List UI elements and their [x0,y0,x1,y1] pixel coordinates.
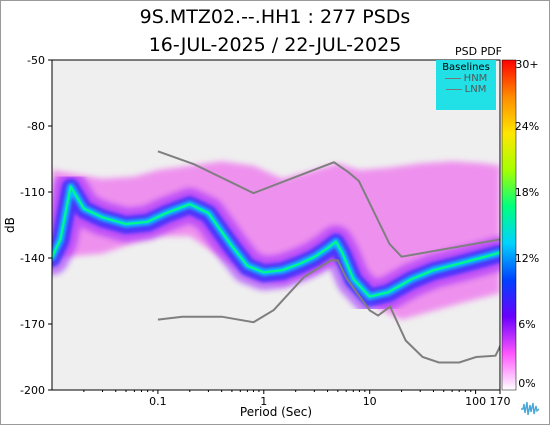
baseline-curves [157,150,500,364]
colorbar-tick-label: 30+ [515,58,538,71]
colorbar-ticks: 0% 6% 12% 18% 24% 30+ [515,58,539,390]
density-peak-line [52,185,500,298]
y-axis-label: dB [3,217,17,233]
colorbar [501,59,517,391]
y-tick-label: -170 [20,318,45,331]
baselines-legend: Baselines HNM LNM [436,60,496,110]
waveform-logo-icon [519,397,541,419]
x-axis-ticks: 0.1 1 10 100 170 [83,390,511,408]
x-tick-label: 0.1 [149,395,167,408]
legend-label-hnm: HNM [463,73,488,84]
y-tick-label: -50 [27,54,45,67]
chart-title: 9S.MTZ02.--.HH1 : 277 PSDs [139,6,411,28]
x-axis-label: Period (Sec) [240,405,312,419]
baseline-lnm [157,259,500,364]
y-tick-label: -140 [20,252,45,265]
y-tick-label: -80 [27,120,45,133]
x-tick-label: 1 [260,395,267,408]
y-axis-ticks: -50 -80 -110 -140 -170 -200 [20,54,52,397]
chart-subtitle: 16-JUL-2025 / 22-JUL-2025 [148,34,402,56]
colorbar-title: PSD PDF [455,45,503,58]
colorbar-tick-label: 12% [515,252,539,265]
legend-line-icon [444,78,461,79]
legend-item-hnm: HNM [436,73,496,84]
x-tick-label: 170 [490,395,511,408]
legend-line-icon [445,89,462,90]
colorbar-tick-label: 18% [515,186,539,199]
baseline-hnm [157,150,500,258]
x-tick-label: 10 [363,395,377,408]
legend-item-lnm: LNM [436,84,496,95]
y-tick-label: -110 [20,186,45,199]
legend-label-lnm: LNM [464,84,487,95]
plot-border [51,59,501,391]
legend-title: Baselines [442,62,490,73]
colorbar-tick-label: 0% [518,377,535,390]
colorbar-tick-label: 6% [518,318,535,331]
x-tick-label: 100 [465,395,486,408]
colorbar-tick-label: 24% [515,120,539,133]
pdf-density-layer [52,161,500,320]
y-tick-label: -200 [20,384,45,397]
